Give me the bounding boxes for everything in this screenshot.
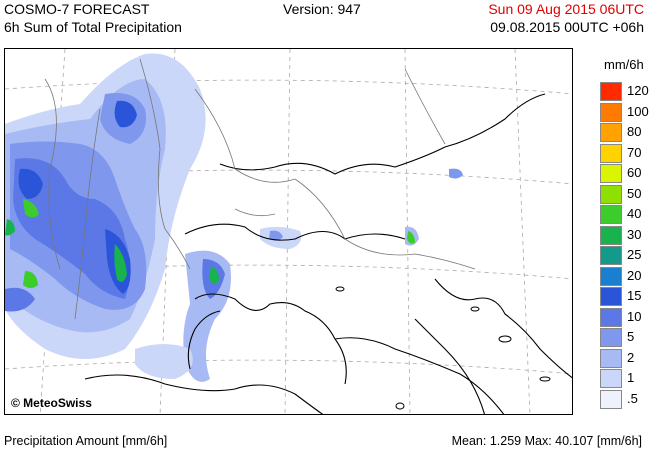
legend-swatch bbox=[600, 348, 622, 368]
forecast-title: COSMO-7 FORECAST bbox=[4, 1, 150, 17]
legend-swatch bbox=[600, 266, 622, 286]
legend-unit: mm/6h bbox=[604, 57, 644, 72]
legend-label: 20 bbox=[627, 267, 642, 283]
legend-label: 70 bbox=[627, 144, 642, 160]
legend-label: .5 bbox=[627, 390, 638, 406]
run-time: 09.08.2015 00UTC +06h bbox=[490, 19, 644, 35]
legend-label: 40 bbox=[627, 206, 642, 221]
coastlines bbox=[84, 93, 572, 414]
legend-swatch bbox=[600, 287, 622, 306]
legend-label: 100 bbox=[627, 103, 649, 119]
legend-label: 2 bbox=[627, 349, 635, 365]
legend-swatch bbox=[600, 143, 622, 163]
valid-time: Sun 09 Aug 2015 06UTC bbox=[488, 1, 644, 17]
legend-swatch bbox=[600, 82, 622, 101]
legend-label: 80 bbox=[627, 124, 642, 139]
precipitation-map: © MeteoSwiss bbox=[4, 48, 573, 415]
legend-label: 25 bbox=[627, 247, 642, 262]
legend-swatch bbox=[600, 123, 622, 142]
map-canvas bbox=[5, 49, 572, 414]
legend-swatch bbox=[600, 184, 622, 204]
legend-label: 10 bbox=[627, 308, 642, 324]
precipitation-field bbox=[5, 53, 463, 382]
legend-label: 50 bbox=[627, 185, 642, 201]
legend-label: 1 bbox=[627, 370, 635, 385]
legend-swatch bbox=[600, 369, 622, 388]
legend-swatch bbox=[600, 307, 622, 327]
footer-statistics: Mean: 1.259 Max: 40.107 [mm/6h] bbox=[451, 434, 642, 448]
legend-swatch bbox=[600, 225, 622, 245]
legend-label: 5 bbox=[627, 329, 635, 344]
version-label: Version: 947 bbox=[283, 1, 361, 17]
legend-label: 60 bbox=[627, 165, 642, 180]
legend-label: 15 bbox=[627, 288, 642, 303]
legend-swatch bbox=[600, 328, 622, 347]
legend-label: 120 bbox=[627, 83, 649, 98]
legend-swatch bbox=[600, 389, 622, 409]
forecast-subtitle: 6h Sum of Total Precipitation bbox=[4, 19, 182, 35]
legend-swatch bbox=[600, 205, 622, 224]
legend-swatch bbox=[600, 102, 622, 122]
islands bbox=[335, 286, 551, 410]
legend-swatch bbox=[600, 164, 622, 183]
copyright-label: © MeteoSwiss bbox=[11, 396, 92, 410]
borders bbox=[44, 58, 476, 320]
legend-swatch bbox=[600, 246, 622, 265]
footer-amount-label: Precipitation Amount [mm/6h] bbox=[4, 434, 168, 448]
legend-label: 30 bbox=[627, 226, 642, 242]
